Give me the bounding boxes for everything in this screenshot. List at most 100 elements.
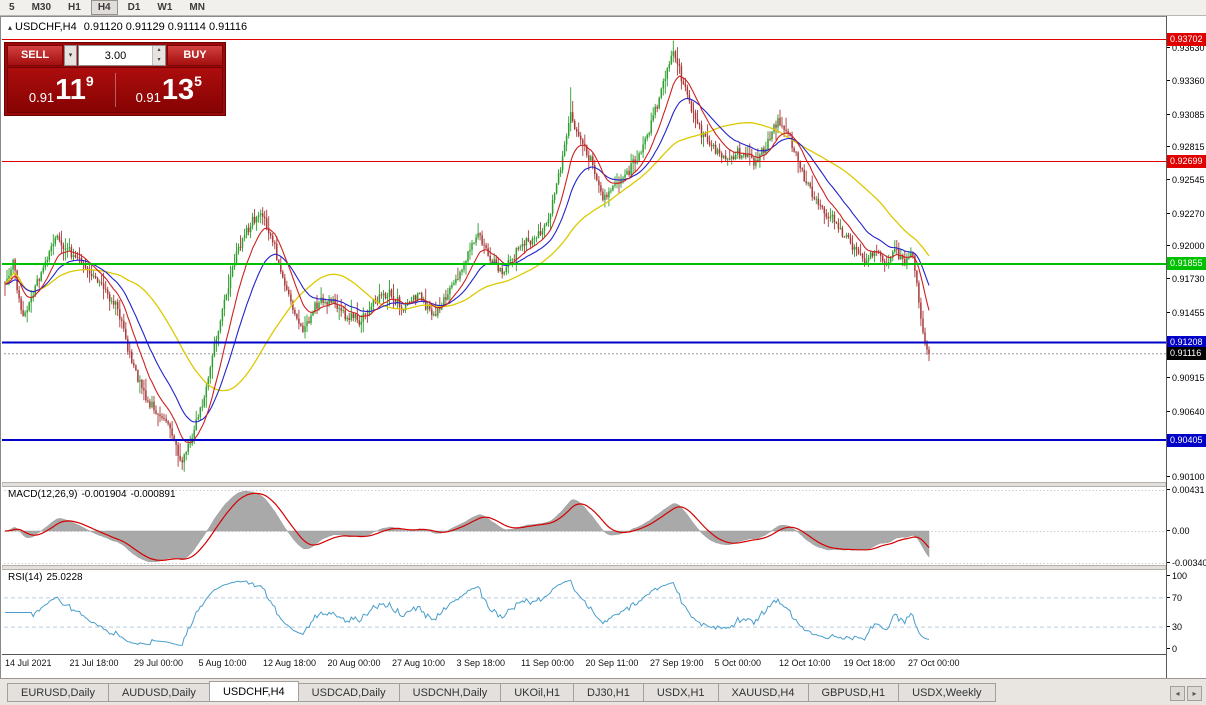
buy-price-prefix: 0.91 [135,90,161,105]
rsi-axis-label: 0 [1166,644,1178,654]
timeframe-button-h4[interactable]: H4 [90,0,118,15]
time-axis-label: 3 Sep 18:00 [456,658,506,668]
price-level-label-resistance: 0.92699 [1167,155,1206,168]
volume-input[interactable] [79,46,152,65]
timeframe-toolbar: 5 M30 H1 H4 D1 W1 MN [0,0,1206,16]
price-axis-tick: 0.90640 [1167,407,1205,417]
volume-spinner: ▴ ▾ [152,46,165,65]
rsi-indicator-label: RSI(14) 25.0228 [8,572,87,583]
sell-price-pip: 9 [85,73,94,89]
ma-medium-line [4,97,930,423]
price-axis-tick: 0.93630 [1167,43,1205,53]
chart-tabs-bar: EURUSD,Daily AUDUSD,Daily USDCHF,H4 USDCAD,… [0,678,1206,705]
time-axis-label: 5 Oct 00:00 [714,658,762,668]
timeframe-button-5[interactable]: 5 [9,2,15,13]
price-axis-tick: 0.93360 [1167,76,1205,86]
rsi-line [5,579,930,646]
price-axis-tick: 0.92815 [1167,142,1205,152]
macd-axis-label: -0.00340 [1167,558,1206,568]
chart-symbol-label: USDCHF,H4 [15,21,77,33]
macd-axis-label: 0.00431 [1167,485,1205,495]
chart-header: ▴ USDCHF,H4 0.91120 0.91129 0.91114 0.9111… [8,21,247,33]
price-axis-tick: 0.93085 [1167,110,1205,120]
tab-dj30-h1[interactable]: DJ30,H1 [573,683,644,702]
rsi-axis-label: 100 [1166,571,1188,581]
rsi-axis-label: 30 [1166,622,1183,632]
time-axis-label: 12 Aug 18:00 [263,658,317,668]
chart-collapse-icon[interactable]: ▴ [8,23,13,32]
sell-button[interactable]: SELL [7,45,63,66]
tab-scroll-controls: ◂ ▸ [1170,686,1202,702]
price-axis-tick: 0.91455 [1167,308,1205,318]
ma-fast-line [4,75,930,444]
tabs-scroll-left-icon[interactable]: ◂ [1170,686,1185,701]
timeframe-button-d1[interactable]: D1 [127,2,141,13]
tab-ukoil-h1[interactable]: UKOil,H1 [500,683,575,702]
tab-usdcnh-daily[interactable]: USDCNH,Daily [398,683,502,702]
time-axis-label: 14 Jul 2021 [5,658,52,668]
timeframe-button-h1[interactable]: H1 [68,2,81,13]
time-axis-label: 27 Aug 10:00 [392,658,446,668]
price-axis-tick: 0.92545 [1167,175,1205,185]
volume-field: ▴ ▾ [78,45,166,66]
price-level-label-support: 0.90405 [1167,434,1206,447]
timeframe-button-w1[interactable]: W1 [157,2,173,13]
time-axis-label: 21 Jul 18:00 [69,658,119,668]
time-axis-label: 11 Sep 00:00 [521,658,574,668]
pane-splitter[interactable] [2,565,1166,570]
macd-value-signal: -0.000891 [130,489,176,500]
timeframe-button-m30[interactable]: M30 [31,2,52,13]
price-axis-tick: 0.90100 [1167,472,1205,482]
time-axis-label: 20 Aug 00:00 [327,658,381,668]
tab-gbpusd-h1[interactable]: GBPUSD,H1 [807,683,900,702]
time-axis-label: 12 Oct 10:00 [779,658,831,668]
price-axis-tick: 0.92270 [1167,209,1205,219]
volume-dropdown-icon[interactable]: ▾ [64,45,77,66]
time-axis-label: 27 Sep 19:00 [650,658,704,668]
price-axis-tick: 0.91730 [1167,274,1205,284]
macd-name: MACD(12,26,9) [8,489,78,500]
buy-button[interactable]: BUY [167,45,223,66]
macd-indicator-label: MACD(12,26,9) -0.001904 -0.000891 [8,489,180,500]
time-axis-label: 19 Oct 18:00 [843,658,896,668]
tab-usdx-h1[interactable]: USDX,H1 [642,683,719,702]
tab-audusd-daily[interactable]: AUDUSD,Daily [107,683,210,702]
sell-price-main: 11 [55,73,86,106]
volume-decrease-button[interactable]: ▾ [153,55,165,65]
chart-ohlc-values: 0.91120 0.91129 0.91114 0.91116 [83,21,248,33]
tab-usdchf-h4[interactable]: USDCHF,H4 [208,681,299,702]
tabs-scroll-right-icon[interactable]: ▸ [1187,686,1202,701]
time-axis[interactable]: 14 Jul 2021 21 Jul 18:00 29 Jul 00:00 5 Aug… [2,656,1166,676]
current-price-label: 0.91116 [1167,347,1206,360]
price-axis-tick: 0.90915 [1167,373,1205,383]
tab-eurusd-daily[interactable]: EURUSD,Daily [7,683,109,702]
ma-slow-line [4,122,930,392]
time-axis-label: 27 Oct 00:00 [908,658,960,668]
macd-signal-line [4,492,930,561]
price-level-label-support: 0.91855 [1167,257,1206,270]
tab-usdx-weekly[interactable]: USDX,Weekly [898,683,996,702]
price-axis-tick: 0.92000 [1167,241,1205,251]
macd-axis-label: 0.00 [1167,526,1190,536]
chart-window[interactable]: ▴ USDCHF,H4 0.91120 0.91129 0.91114 0.9111… [0,16,1206,678]
timeframe-button-mn[interactable]: MN [189,2,205,13]
rsi-value: 25.0228 [46,572,83,583]
pane-splitter[interactable] [2,482,1166,487]
candlestick-chart-canvas[interactable] [2,17,1166,655]
sell-price-display[interactable]: 0.91 11 9 [8,68,115,112]
time-axis-label: 20 Sep 11:00 [585,658,639,668]
macd-value-main: -0.001904 [81,489,127,500]
time-axis-label: 29 Jul 00:00 [134,658,184,668]
price-level-label-resistance: 0.93702 [1167,33,1206,46]
rsi-name: RSI(14) [8,572,43,583]
tab-usdcad-daily[interactable]: USDCAD,Daily [297,683,400,702]
price-axis[interactable]: 0.93630 0.93360 0.93085 0.92815 0.92545 0.922… [1166,16,1206,678]
price-divider [114,73,116,107]
tab-xauusd-h4[interactable]: XAUUSD,H4 [717,683,809,702]
buy-price-display[interactable]: 0.91 13 5 [116,68,223,112]
one-click-trade-panel: SELL ▾ ▴ ▾ BUY 0.91 11 9 [4,42,226,116]
rsi-axis-label: 70 [1166,593,1183,603]
volume-increase-button[interactable]: ▴ [153,46,165,56]
price-level-label-support: 0.91208 [1167,336,1206,349]
